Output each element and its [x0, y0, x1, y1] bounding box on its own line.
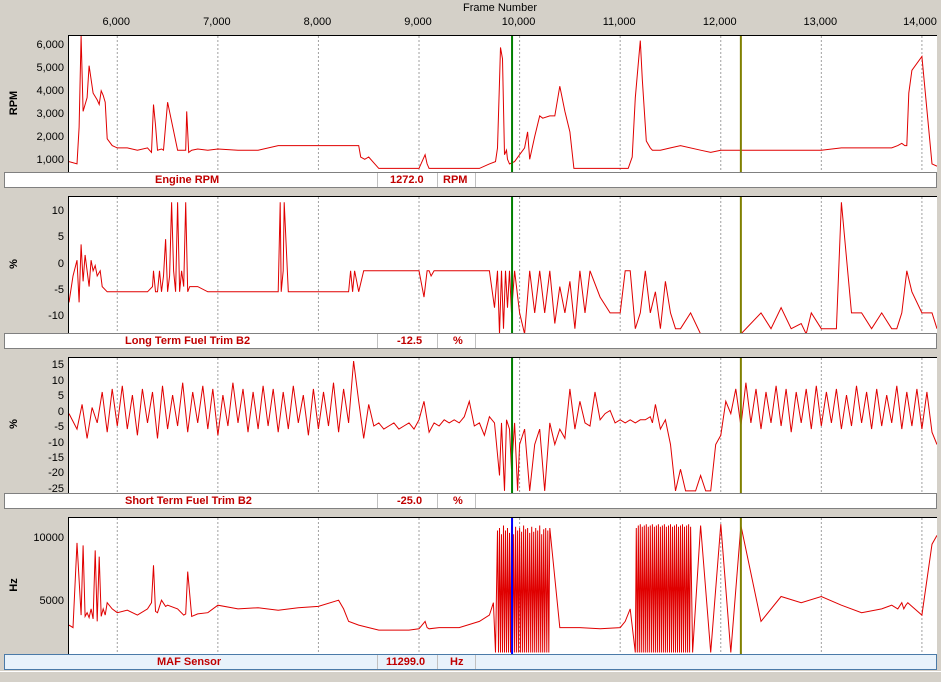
y-tick-label: 0: [57, 405, 64, 418]
info-separator: [475, 655, 476, 669]
channel-unit: Hz: [450, 656, 464, 668]
plot-svg: [69, 358, 937, 494]
info-separator: [475, 173, 476, 187]
x-tick-label: 6,000: [102, 16, 131, 28]
info-separator: [377, 173, 378, 187]
channel-name: MAF Sensor: [157, 656, 222, 668]
y-tick-label: 5,000: [36, 62, 64, 75]
plot-svg: [69, 36, 937, 173]
plot-svg: [69, 518, 937, 655]
series-line: [69, 36, 937, 169]
y-tick-label: 15: [51, 359, 64, 372]
y-axis-label: Hz: [8, 577, 20, 592]
plot-area[interactable]: [68, 517, 937, 655]
info-separator: [437, 173, 438, 187]
x-tick-label: 10,000: [501, 16, 536, 28]
y-tick-label: 0: [57, 257, 64, 270]
y-tick-label: 5: [57, 231, 64, 244]
info-separator: [475, 334, 476, 348]
plot-svg: [69, 197, 937, 334]
info-separator: [377, 334, 378, 348]
channel-value: -25.0: [397, 495, 423, 507]
y-tick-label: -25: [48, 482, 64, 495]
y-tick-label: 2,000: [36, 130, 64, 143]
plot-area[interactable]: [68, 196, 937, 334]
y-tick-label: 5000: [39, 594, 64, 607]
channel-unit: RPM: [443, 174, 468, 186]
channel-info-bar[interactable]: Long Term Fuel Trim B2 -12.5%: [4, 333, 937, 349]
y-tick-label: 10: [51, 374, 64, 387]
y-tick-label: -10: [48, 310, 64, 323]
series-line: [69, 202, 937, 334]
status-strip: [0, 671, 941, 682]
series-line: [69, 361, 937, 492]
info-separator: [437, 494, 438, 508]
plot-area[interactable]: [68, 357, 937, 494]
x-tick-label: 9,000: [404, 16, 432, 28]
info-separator: [377, 494, 378, 508]
y-tick-label: 5: [57, 390, 64, 403]
y-tick-label: 10: [51, 204, 64, 217]
y-tick-label: -15: [48, 452, 64, 464]
x-tick-label: 13,000: [803, 16, 838, 28]
channel-value: -12.5: [397, 335, 423, 347]
y-tick-label: -5: [54, 283, 64, 296]
channel-name: Engine RPM: [155, 174, 220, 186]
x-axis-title: Frame Number: [463, 2, 537, 14]
x-tick-label: 7,000: [203, 16, 231, 28]
series-line: [69, 524, 937, 653]
info-separator: [475, 494, 476, 508]
y-tick-label: 1,000: [36, 153, 64, 166]
info-separator: [437, 334, 438, 348]
channel-value: 11299.0: [386, 656, 426, 668]
info-separator: [437, 655, 438, 669]
y-tick-label: 3,000: [36, 107, 64, 120]
y-tick-label: -10: [48, 436, 64, 449]
info-separator: [377, 655, 378, 669]
channel-value: 1272.0: [390, 174, 424, 186]
channel-info-bar[interactable]: Short Term Fuel Trim B2 -25.0%: [4, 493, 937, 509]
x-tick-label: 11,000: [602, 16, 636, 28]
x-tick-label: 8,000: [303, 16, 332, 28]
channel-name: Short Term Fuel Trim B2: [125, 495, 252, 507]
x-tick-label: 12,000: [702, 16, 737, 28]
plot-area[interactable]: [68, 35, 937, 173]
channel-unit: %: [453, 495, 463, 507]
y-tick-label: 6,000: [36, 39, 64, 52]
y-tick-label: -20: [48, 467, 64, 480]
channel-info-bar[interactable]: MAF Sensor 11299.0 Hz: [4, 654, 937, 670]
channel-name: Long Term Fuel Trim B2: [125, 335, 251, 347]
y-tick-label: -5: [54, 421, 64, 434]
channel-info-bar[interactable]: Engine RPM 1272.0 RPM: [4, 172, 937, 188]
x-tick-label: 14,000: [903, 16, 937, 28]
y-tick-label: 10000: [33, 532, 64, 545]
channel-unit: %: [453, 335, 463, 347]
y-tick-label: 4,000: [36, 85, 64, 98]
